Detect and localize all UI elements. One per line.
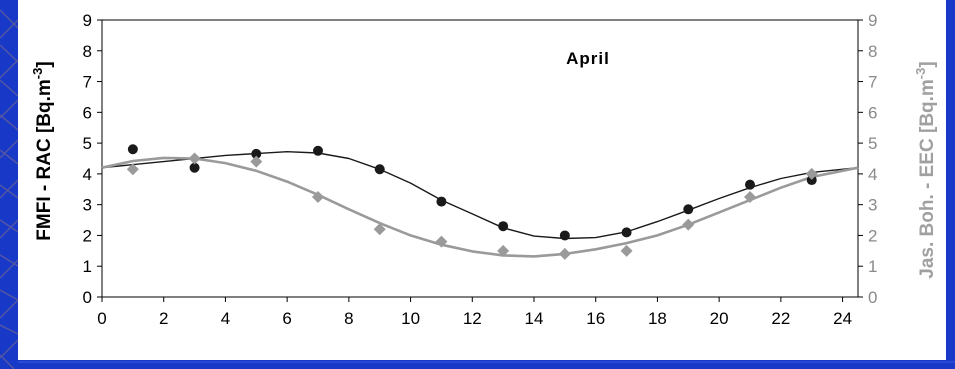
fit-lines — [101, 151, 859, 258]
y-right-tick-label: 3 — [868, 196, 877, 215]
jas-data-point — [620, 244, 633, 257]
jas-data-point — [188, 152, 201, 165]
x-tick-label: 10 — [401, 309, 420, 328]
y-left-tick-label: 9 — [83, 11, 92, 30]
x-tick-label: 24 — [833, 309, 852, 328]
chart: 0 2 4 6 8 10 12 14 16 18 20 22 24 0 01 12 23 34 45 56 67 78 8… — [30, 11, 938, 328]
fmfi-data-point — [559, 230, 570, 241]
jas-fit-line — [101, 156, 859, 258]
left-axis-label-superscript: -3 — [30, 68, 45, 80]
axes — [101, 19, 859, 298]
x-tick-label: 6 — [282, 309, 291, 328]
jas-data-point — [312, 190, 324, 203]
jas-data-point — [250, 155, 263, 168]
jas-data-point — [373, 223, 386, 236]
x-tick-label: 22 — [771, 309, 790, 328]
right-axis-label-text: Jas. Boh. - EEC [Bq.m — [917, 79, 938, 279]
fmfi-data-point — [683, 204, 694, 215]
x-tick-label: 18 — [648, 309, 667, 328]
fmfi-data-point — [745, 179, 755, 190]
right-axis-label-close: ] — [917, 61, 938, 67]
jas-data-point — [744, 190, 756, 203]
x-tick-label: 20 — [710, 309, 729, 328]
y-left-tick-label: 1 — [83, 257, 92, 276]
jas-data-point — [558, 247, 571, 260]
x-tick-label: 8 — [344, 309, 353, 328]
y-right-tick-label: 5 — [868, 134, 877, 153]
x-tick-label: 14 — [525, 309, 544, 328]
x-tick-label: 4 — [221, 309, 230, 328]
fmfi-data-point — [251, 148, 262, 159]
y-right-tick-label: 1 — [868, 257, 877, 276]
y-right-tick-label: 2 — [868, 226, 877, 245]
y-left-tick-label: 7 — [83, 73, 92, 92]
x-tick-label: 0 — [97, 309, 106, 328]
y-left-tick-label: 4 — [83, 165, 92, 184]
y-left-tick-label: 8 — [83, 42, 92, 61]
y-right-tick-label: 9 — [868, 11, 877, 30]
x-tick-label: 16 — [586, 309, 605, 328]
fmfi-data-point — [806, 175, 817, 186]
right-axis-label-superscript: -3 — [913, 68, 928, 80]
y-right-tick-label: 6 — [868, 103, 877, 122]
y-left-tick-label: 2 — [83, 226, 92, 245]
plot-frame — [101, 19, 859, 298]
y-left-tick-label: 0 — [83, 288, 92, 307]
jas-data-point — [805, 167, 818, 180]
left-axis-label-close: ] — [34, 61, 55, 67]
y-right-tick-label: 4 — [868, 165, 877, 184]
fmfi-data-point — [436, 196, 447, 207]
left-axis-label: FMFI - RAC [Bq.m-3] — [30, 61, 55, 240]
x-ticks: 0 2 4 6 8 10 12 14 16 18 20 22 24 — [97, 297, 852, 328]
fmfi-fit-line — [101, 151, 859, 240]
y-right-tick-label: 0 — [868, 288, 877, 307]
left-axis-label-text: FMFI - RAC [Bq.m — [34, 79, 55, 240]
jas-data-point — [126, 163, 139, 176]
right-axis-label: Jas. Boh. - EEC [Bq.m-3] — [913, 61, 938, 278]
y-right-tick-label: 8 — [868, 42, 877, 61]
data-points — [126, 144, 818, 260]
y-left-tick-label: 6 — [83, 103, 92, 122]
fmfi-data-point — [498, 221, 509, 232]
fmfi-data-point — [189, 162, 200, 173]
fmfi-data-point — [127, 144, 138, 155]
y-right-tick-label: 7 — [868, 73, 877, 92]
jas-data-point — [497, 244, 510, 257]
x-tick-label: 2 — [159, 309, 168, 328]
y-ticks: 0 0 1 1 2 2 3 3 4 4 5 5 6 6 7 7 8 8 9 9 — [83, 11, 878, 307]
jas-data-point — [435, 235, 448, 248]
jas-data-point — [682, 218, 695, 231]
fmfi-data-point — [621, 227, 632, 238]
fmfi-data-point — [313, 145, 323, 156]
x-tick-label: 12 — [463, 309, 482, 328]
chart-title: April — [566, 49, 610, 68]
y-left-tick-label: 3 — [83, 196, 92, 215]
y-left-tick-label: 5 — [83, 134, 92, 153]
fmfi-data-point — [374, 164, 385, 175]
